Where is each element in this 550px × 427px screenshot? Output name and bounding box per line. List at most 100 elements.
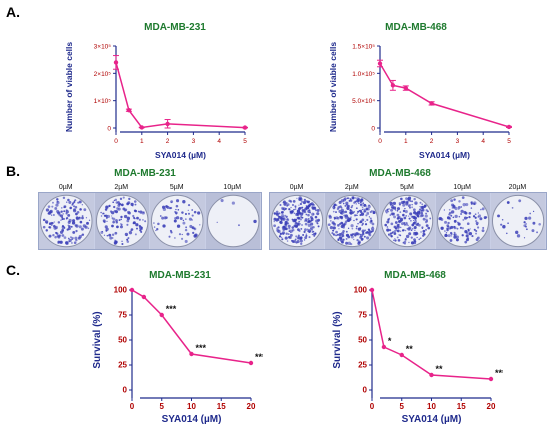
significance-label: ***	[166, 304, 177, 314]
colony	[273, 220, 275, 223]
colony	[472, 201, 477, 205]
colony	[55, 203, 59, 207]
x-axis-label: SYA014 (µM)	[402, 414, 462, 424]
colony	[425, 228, 428, 231]
colony	[456, 221, 459, 224]
colony	[110, 217, 113, 219]
colony	[347, 197, 350, 200]
colony	[387, 218, 391, 221]
colony	[462, 210, 466, 214]
panel-label-c: C.	[6, 262, 20, 278]
colony	[83, 208, 87, 212]
colony	[104, 225, 108, 229]
colony	[298, 217, 300, 220]
colony	[408, 204, 412, 208]
colony	[368, 230, 372, 234]
colony	[332, 233, 335, 235]
colony	[466, 216, 468, 219]
colony	[354, 197, 357, 199]
colony	[440, 226, 444, 230]
y-tick-label: 5.0×10⁴	[352, 98, 375, 105]
colony	[337, 216, 340, 220]
colony	[118, 219, 120, 222]
colony	[298, 211, 302, 215]
colony	[191, 209, 194, 211]
colony-dish-row-mda-mb-468	[269, 192, 547, 250]
colony	[191, 214, 194, 217]
data-point	[381, 344, 387, 350]
colony	[57, 235, 61, 239]
colony	[289, 233, 293, 237]
colony	[189, 224, 193, 228]
colony	[335, 211, 338, 214]
colony	[338, 228, 340, 230]
colony	[402, 229, 405, 232]
colony	[425, 212, 428, 215]
colony	[299, 202, 303, 206]
colony	[307, 220, 311, 224]
colony	[404, 223, 407, 226]
colony	[298, 206, 302, 210]
x-axis-label: SYA014 (µM)	[155, 150, 206, 160]
colony	[72, 220, 75, 222]
chart-title-a1: MDA-MB-231	[144, 22, 206, 33]
colony	[70, 225, 73, 228]
colony	[355, 218, 358, 221]
colony	[365, 223, 368, 226]
y-tick-label: 1.5×10⁵	[352, 44, 375, 51]
colony	[465, 234, 469, 238]
x-tick-label: 20	[247, 402, 256, 411]
colony	[293, 208, 295, 211]
data-point	[113, 60, 119, 65]
colony	[392, 231, 395, 234]
x-tick-label: 10	[187, 402, 196, 411]
colony-title-1: MDA-MB-231	[114, 168, 176, 179]
colony	[406, 228, 409, 230]
colony	[366, 211, 370, 215]
colony	[505, 232, 508, 235]
colony	[141, 211, 145, 215]
colony	[71, 236, 74, 240]
x-tick-label: 2	[430, 138, 434, 145]
colony	[84, 225, 88, 229]
colony	[303, 198, 306, 201]
colony	[308, 231, 311, 233]
colony	[362, 231, 365, 234]
colony	[344, 210, 348, 214]
colony	[419, 210, 421, 213]
colony	[333, 222, 336, 225]
colony	[418, 223, 422, 227]
colony	[351, 235, 355, 239]
colony	[394, 230, 397, 233]
colony	[420, 211, 424, 215]
dish-concentration-label: 0µM	[58, 184, 73, 191]
colony	[352, 196, 355, 200]
colony	[481, 229, 485, 233]
colony	[516, 234, 520, 238]
colony	[335, 230, 339, 234]
colony	[77, 236, 81, 240]
colony	[421, 205, 425, 210]
colony	[289, 210, 293, 215]
colony	[402, 203, 406, 207]
colony	[449, 214, 452, 217]
y-tick-label: 3×10⁵	[94, 44, 112, 51]
colony	[360, 238, 364, 242]
colony	[51, 222, 54, 225]
colony	[523, 237, 525, 239]
colony	[75, 212, 78, 216]
x-tick-label: 5	[160, 402, 165, 411]
x-tick-label: 5	[243, 138, 247, 145]
colony	[81, 215, 84, 217]
colony-dish	[380, 193, 435, 249]
colony	[181, 211, 184, 214]
colony	[345, 241, 349, 245]
colony	[360, 198, 363, 201]
colony	[340, 206, 343, 209]
colony	[460, 206, 462, 208]
colony	[341, 235, 344, 238]
colony	[74, 205, 78, 209]
colony	[166, 205, 170, 209]
colony	[346, 206, 350, 210]
colony	[111, 201, 114, 204]
